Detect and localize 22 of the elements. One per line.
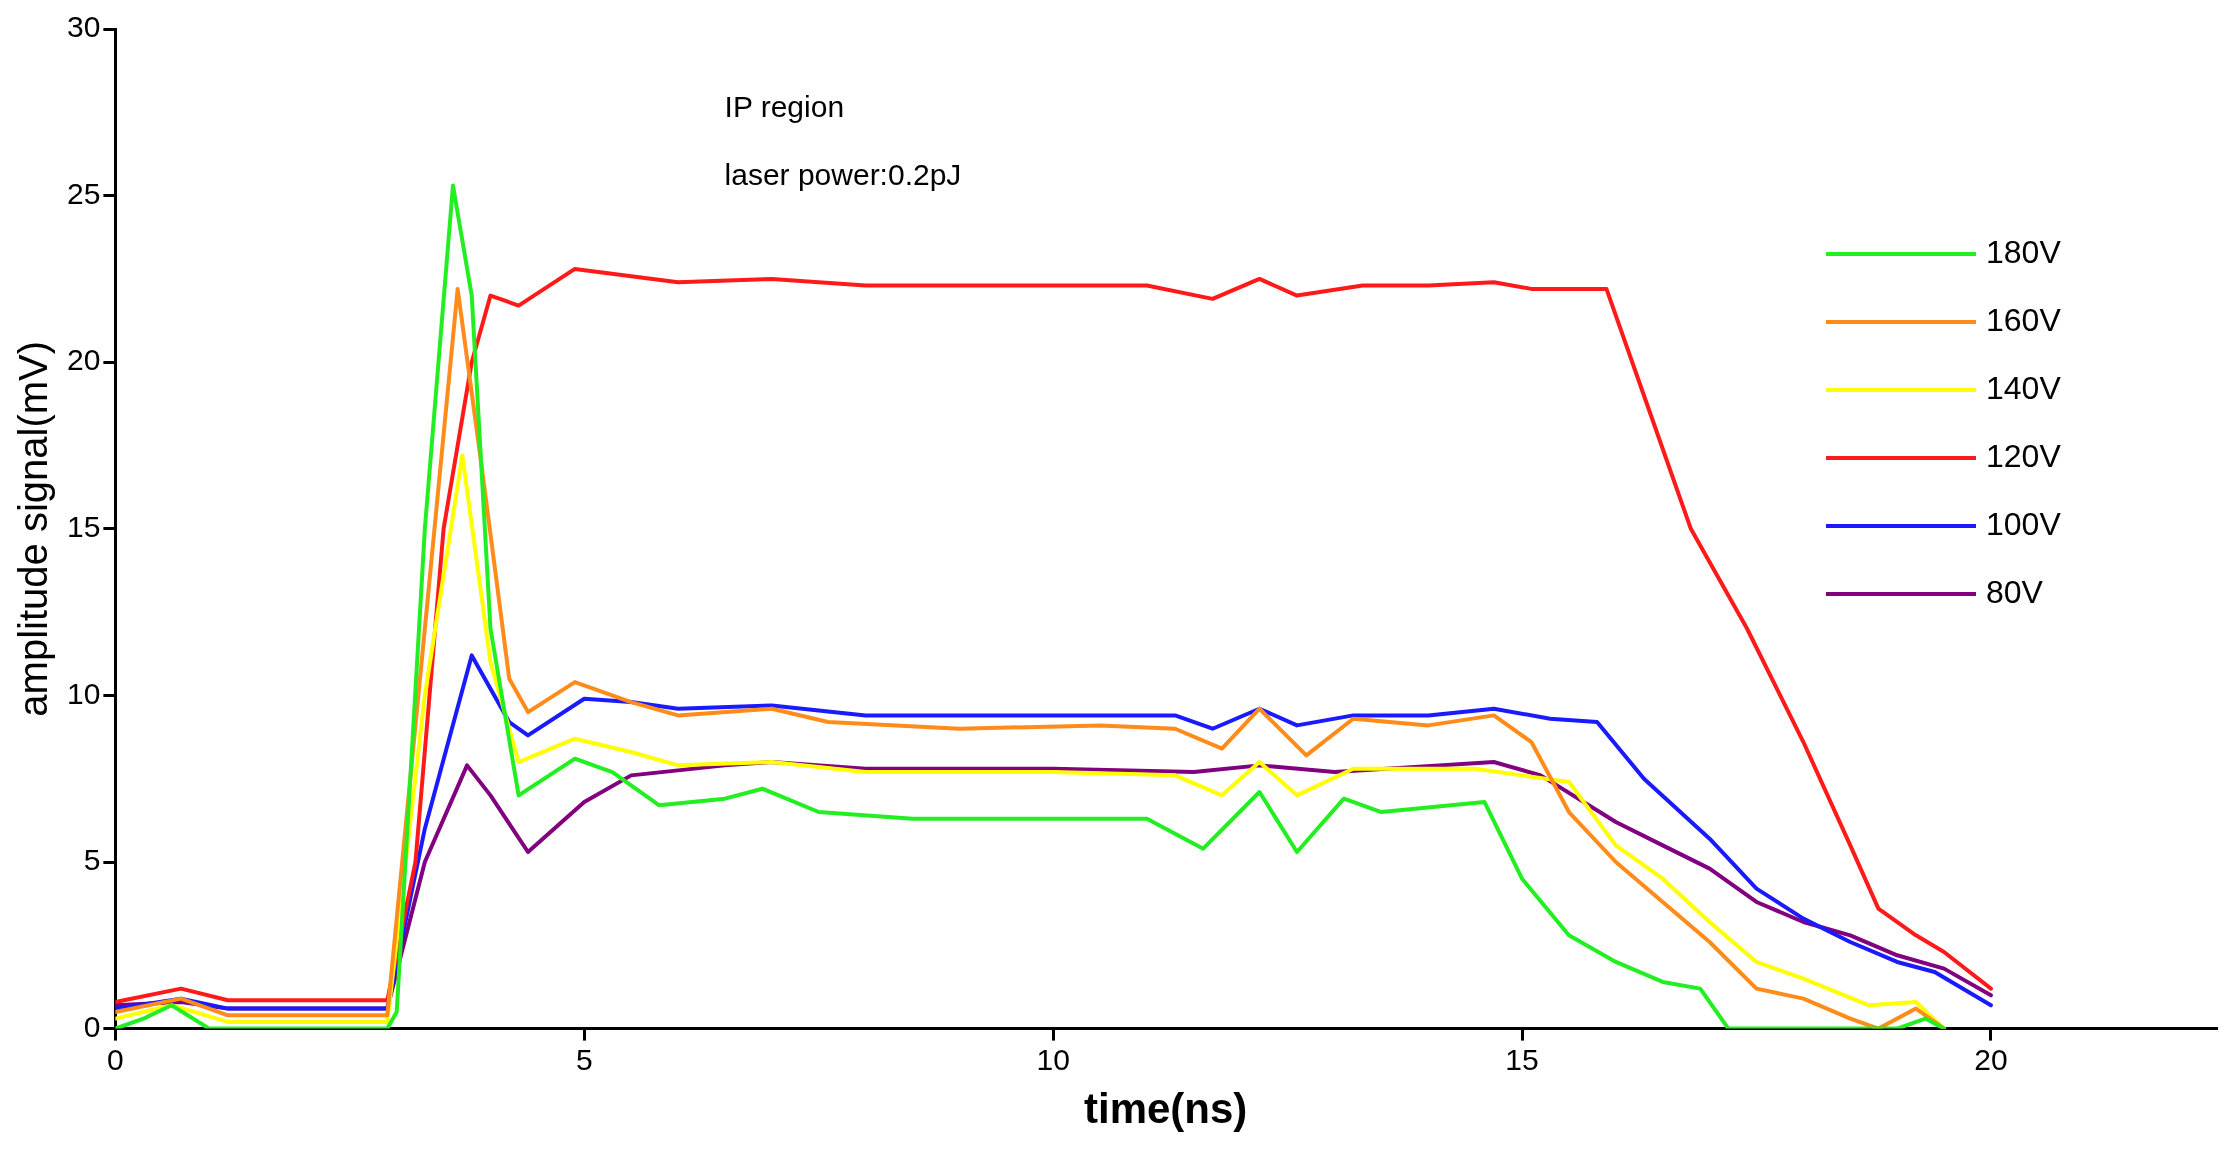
- y-tick-label: 0: [83, 1009, 101, 1043]
- x-tick-label: 15: [1505, 1042, 1539, 1076]
- legend-label: 120V: [1986, 437, 2062, 474]
- legend-label: 100V: [1986, 505, 2062, 542]
- y-tick-label: 20: [66, 343, 101, 377]
- y-tick-label: 5: [83, 843, 101, 877]
- y-tick-label: 15: [66, 510, 101, 544]
- x-tick-label: 20: [1974, 1042, 2008, 1076]
- x-tick-label: 5: [575, 1042, 593, 1076]
- legend-label: 140V: [1986, 369, 2062, 406]
- legend-label: 180V: [1986, 233, 2062, 270]
- x-axis-title: time(ns): [1084, 1085, 1248, 1133]
- annotation: laser power:0.2pJ: [724, 158, 962, 192]
- annotation: IP region: [724, 90, 845, 124]
- y-axis-title: amplitude signal(mV): [11, 340, 56, 717]
- legend-label: 160V: [1986, 301, 2062, 338]
- x-tick-label: 10: [1036, 1042, 1070, 1076]
- y-tick-label: 25: [66, 176, 101, 210]
- legend-label: 80V: [1986, 573, 2044, 610]
- x-tick-label: 0: [107, 1042, 124, 1076]
- y-tick-label: 10: [66, 676, 101, 710]
- y-tick-label: 30: [66, 10, 101, 44]
